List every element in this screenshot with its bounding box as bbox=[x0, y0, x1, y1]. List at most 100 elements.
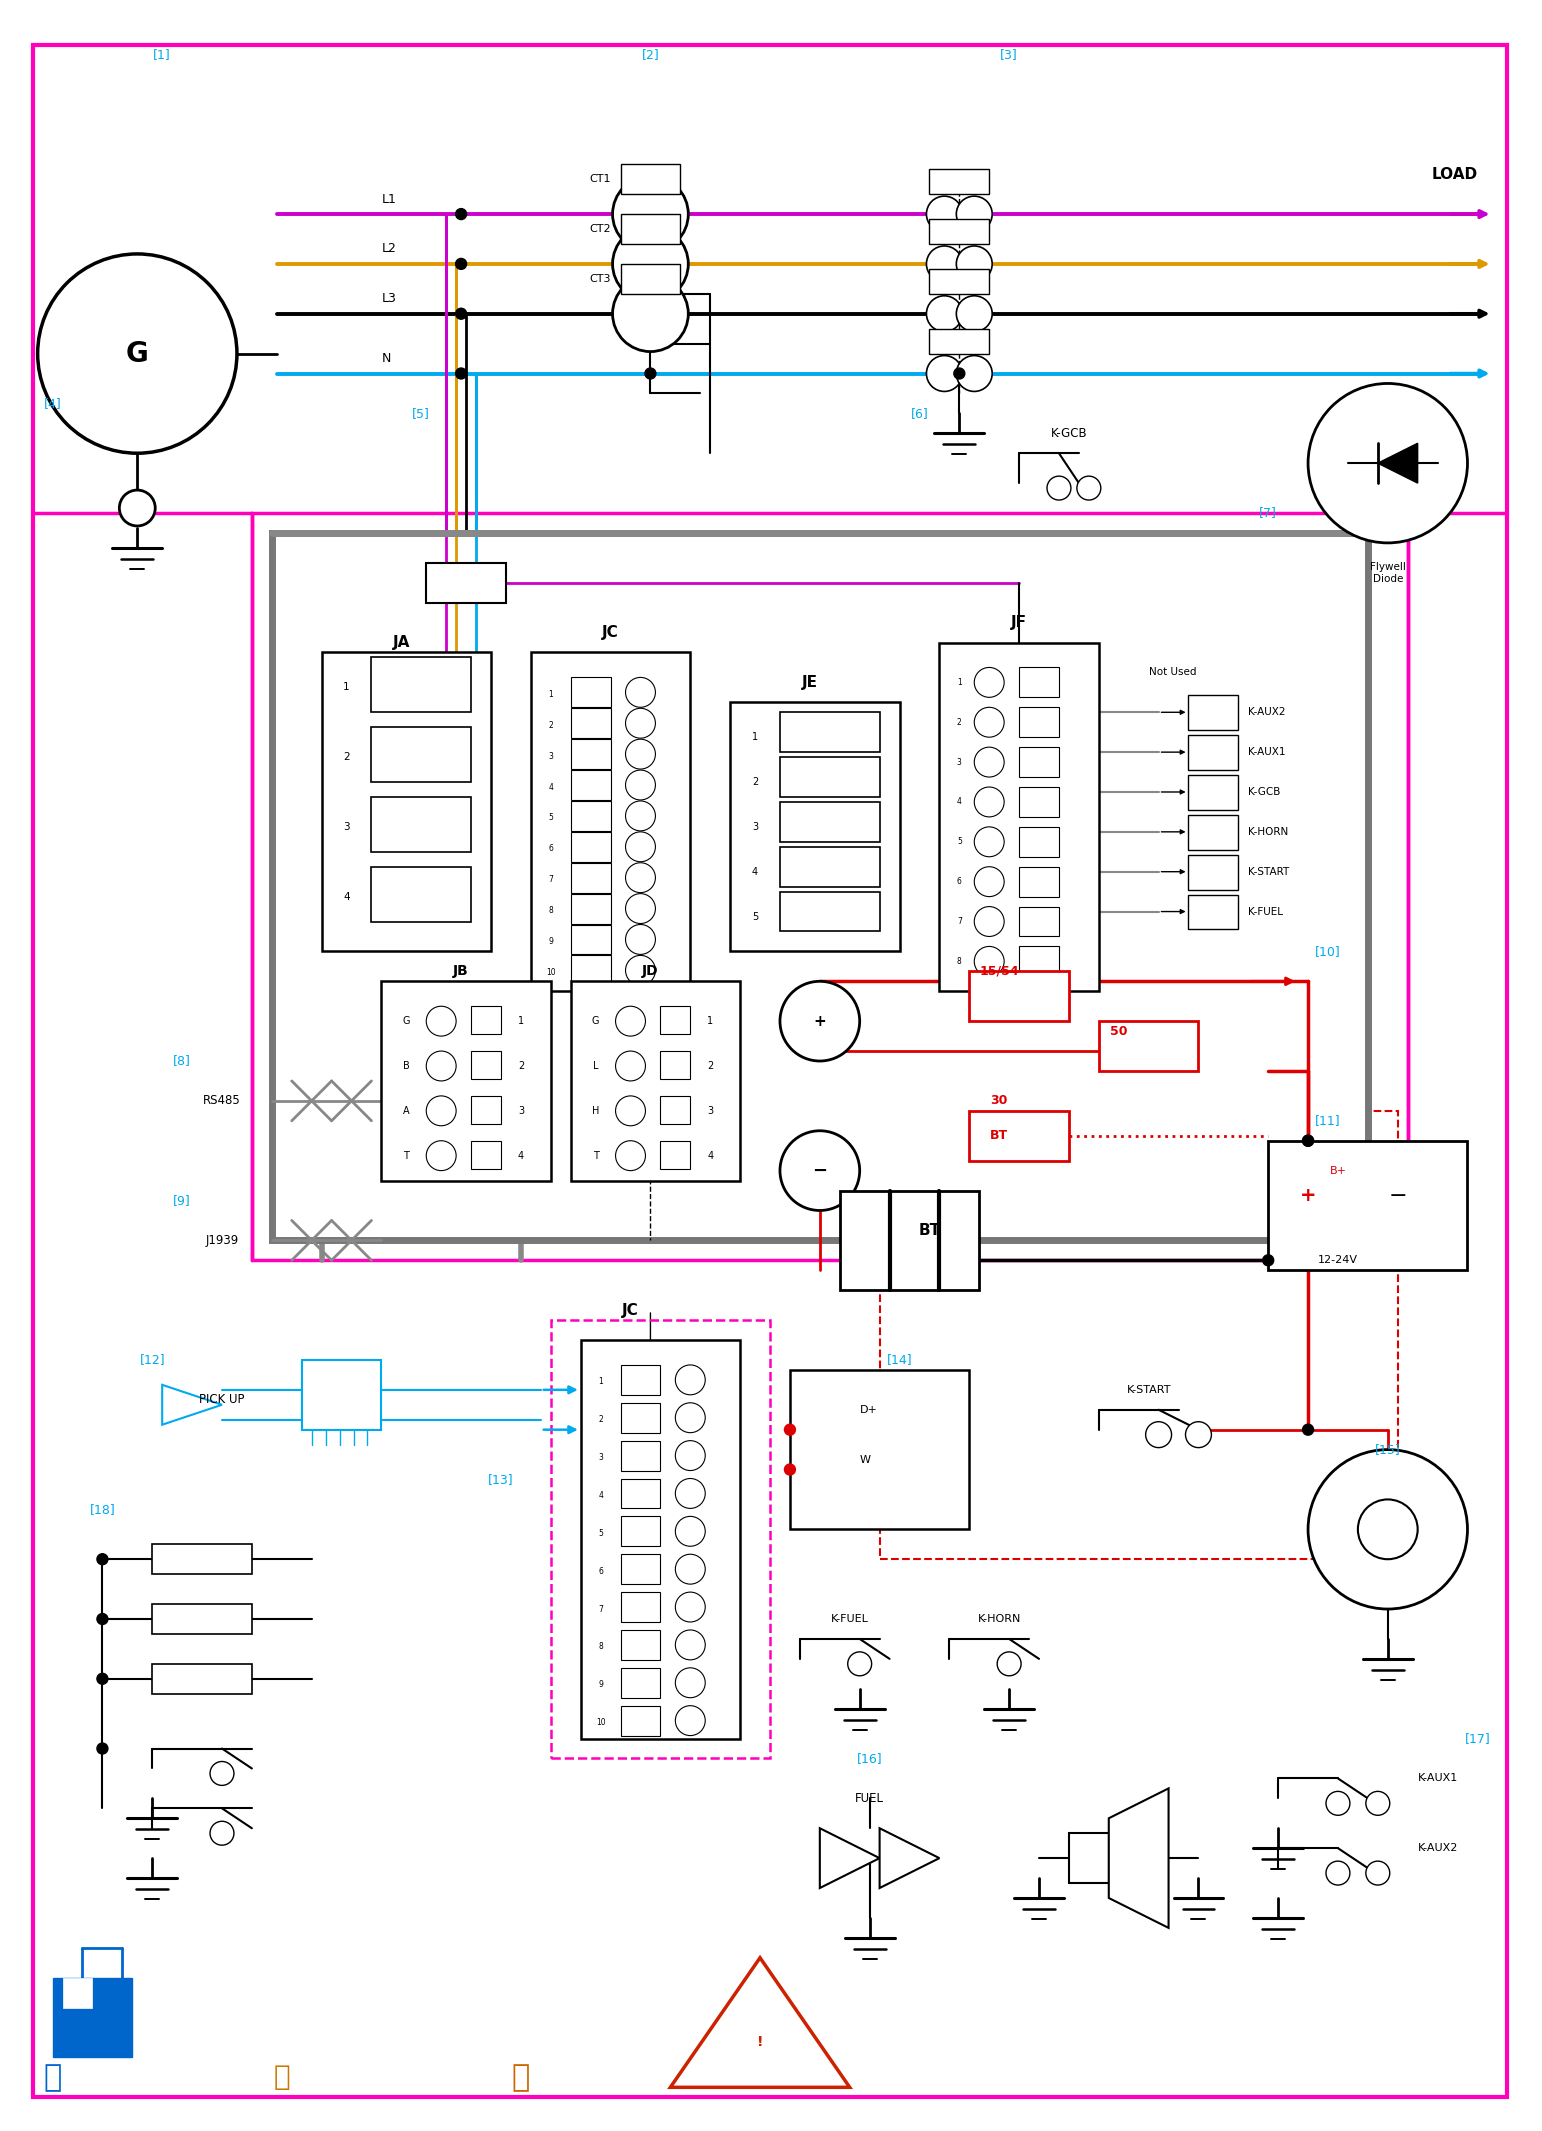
Bar bbox=[63, 1978, 93, 2007]
Text: !: ! bbox=[757, 2035, 763, 2050]
Text: 10: 10 bbox=[595, 1718, 606, 1726]
Text: 6: 6 bbox=[549, 844, 554, 852]
Text: 12-24V: 12-24V bbox=[1318, 1255, 1359, 1266]
Circle shape bbox=[1308, 384, 1468, 543]
Text: CT2: CT2 bbox=[589, 224, 612, 234]
Bar bbox=[153, 1545, 251, 1575]
Text: T: T bbox=[592, 1151, 598, 1161]
Text: RS485: RS485 bbox=[204, 1095, 241, 1108]
Text: CT3: CT3 bbox=[591, 275, 611, 283]
Circle shape bbox=[615, 1006, 646, 1036]
Bar bbox=[550, 1319, 769, 1758]
Bar bbox=[472, 1095, 501, 1123]
Text: B+: B+ bbox=[1329, 1166, 1346, 1176]
Bar bbox=[52, 1978, 133, 2056]
Text: K-START: K-START bbox=[1126, 1385, 1170, 1396]
Text: K-GCB: K-GCB bbox=[1249, 786, 1281, 797]
Bar bbox=[571, 893, 611, 923]
Circle shape bbox=[675, 1553, 705, 1583]
Text: 5: 5 bbox=[752, 912, 759, 921]
Text: 1: 1 bbox=[344, 682, 350, 693]
Bar bbox=[530, 652, 691, 991]
Bar bbox=[660, 1140, 691, 1168]
Circle shape bbox=[975, 786, 1004, 816]
Circle shape bbox=[455, 258, 467, 269]
Text: JB: JB bbox=[453, 965, 469, 978]
Circle shape bbox=[645, 369, 655, 379]
Circle shape bbox=[210, 1822, 234, 1845]
Bar bbox=[1189, 695, 1238, 731]
Bar bbox=[879, 1110, 1397, 1560]
Circle shape bbox=[426, 1051, 456, 1080]
Text: 4: 4 bbox=[708, 1151, 714, 1161]
Bar bbox=[581, 1340, 740, 1739]
Text: 4: 4 bbox=[598, 1492, 603, 1500]
Circle shape bbox=[1366, 1860, 1389, 1886]
Text: 5: 5 bbox=[598, 1528, 603, 1539]
Circle shape bbox=[1308, 1449, 1468, 1609]
Circle shape bbox=[780, 980, 860, 1061]
Text: [17]: [17] bbox=[1465, 1733, 1490, 1745]
Text: [16]: [16] bbox=[857, 1752, 882, 1764]
Text: 🛢: 🛢 bbox=[273, 2063, 290, 2091]
Text: [9]: [9] bbox=[173, 1193, 191, 1206]
Text: 3: 3 bbox=[708, 1106, 714, 1117]
Circle shape bbox=[975, 748, 1004, 778]
Circle shape bbox=[210, 1762, 234, 1786]
Circle shape bbox=[455, 369, 467, 379]
Bar bbox=[571, 955, 611, 985]
Bar bbox=[1268, 1140, 1468, 1270]
Text: 8: 8 bbox=[598, 1643, 603, 1652]
Circle shape bbox=[956, 296, 992, 332]
Circle shape bbox=[612, 177, 688, 251]
Bar bbox=[1189, 735, 1238, 769]
Text: 4: 4 bbox=[344, 891, 350, 901]
Text: L1: L1 bbox=[381, 192, 396, 205]
Circle shape bbox=[785, 1464, 796, 1475]
Text: 2: 2 bbox=[518, 1061, 524, 1072]
Bar bbox=[571, 831, 611, 861]
Text: 3: 3 bbox=[344, 823, 350, 831]
Bar bbox=[620, 1479, 660, 1509]
Bar bbox=[571, 769, 611, 799]
Circle shape bbox=[1146, 1421, 1172, 1447]
Bar bbox=[1189, 814, 1238, 850]
Bar bbox=[571, 980, 740, 1181]
Bar bbox=[1189, 855, 1238, 889]
Bar bbox=[620, 213, 680, 243]
Text: 4: 4 bbox=[518, 1151, 524, 1161]
Text: 8: 8 bbox=[958, 957, 962, 965]
Bar bbox=[1019, 827, 1059, 857]
Circle shape bbox=[97, 1743, 108, 1754]
Circle shape bbox=[1047, 475, 1070, 501]
Bar bbox=[571, 739, 611, 769]
Bar bbox=[571, 678, 611, 707]
Circle shape bbox=[675, 1592, 705, 1622]
Text: FUEL: FUEL bbox=[856, 1792, 884, 1805]
Circle shape bbox=[612, 226, 688, 303]
Bar bbox=[1019, 867, 1059, 897]
Text: 6: 6 bbox=[958, 878, 962, 886]
Text: 1: 1 bbox=[518, 1016, 524, 1027]
Text: JC: JC bbox=[621, 1302, 638, 1317]
Circle shape bbox=[615, 1140, 646, 1170]
Text: 30: 30 bbox=[990, 1095, 1008, 1108]
Text: 2: 2 bbox=[708, 1061, 714, 1072]
Text: K-AUX1: K-AUX1 bbox=[1417, 1773, 1457, 1784]
Text: CT1: CT1 bbox=[591, 175, 611, 183]
Text: JF: JF bbox=[1012, 616, 1027, 631]
Text: L3: L3 bbox=[381, 292, 396, 305]
Text: 🌡: 🌡 bbox=[512, 2063, 530, 2093]
Text: [13]: [13] bbox=[489, 1473, 513, 1485]
Bar bbox=[620, 264, 680, 294]
Bar bbox=[302, 1360, 381, 1430]
Text: G: G bbox=[592, 1016, 600, 1027]
Text: 2: 2 bbox=[958, 718, 962, 727]
Text: 1: 1 bbox=[708, 1016, 714, 1027]
Text: 2: 2 bbox=[549, 720, 554, 729]
Text: 3: 3 bbox=[598, 1453, 603, 1462]
Bar bbox=[1019, 707, 1059, 737]
Text: 3: 3 bbox=[518, 1106, 524, 1117]
Circle shape bbox=[975, 867, 1004, 897]
Bar bbox=[1019, 748, 1059, 778]
